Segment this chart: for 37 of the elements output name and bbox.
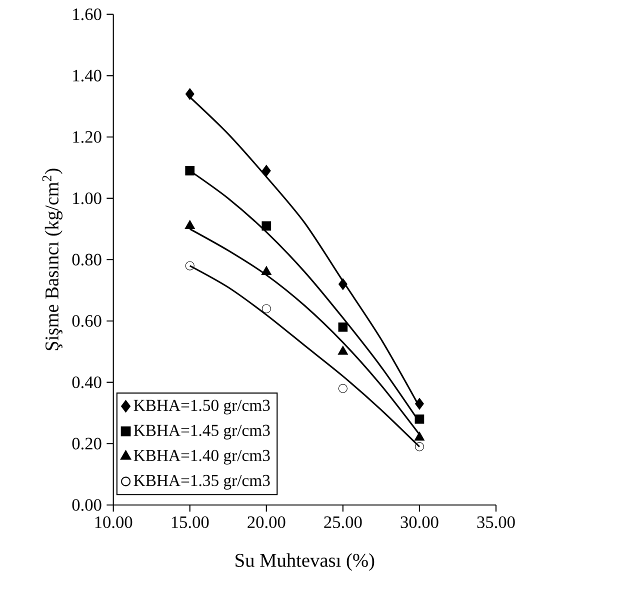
x-tick-label: 20.00 xyxy=(248,516,286,528)
x-tick-label: 10.00 xyxy=(95,516,132,528)
point xyxy=(414,442,424,452)
point xyxy=(185,261,194,270)
x-tick-label: 30.00 xyxy=(400,516,438,528)
point xyxy=(338,384,348,393)
legend-label: KBHA=1.40 gr/cm3 xyxy=(134,450,270,465)
point xyxy=(184,220,195,229)
x-tick-label: 25.00 xyxy=(324,516,362,528)
point xyxy=(262,304,271,314)
point xyxy=(414,414,424,424)
point xyxy=(261,266,272,275)
point xyxy=(262,164,271,177)
y-tick-label: 1.00 xyxy=(73,192,102,204)
y-tick-label: 0.60 xyxy=(72,315,102,327)
legend-label: KBHA=1.50 gr/cm3 xyxy=(134,400,270,414)
y-axis-title: Şişme Basıncı (kg/cm$^{2}$) xyxy=(42,168,62,350)
point xyxy=(338,322,348,332)
point xyxy=(338,346,348,355)
point xyxy=(338,278,348,290)
y-tick-label: 0.40 xyxy=(72,376,102,388)
y-tick-label: 0.80 xyxy=(72,254,102,266)
x-axis-title: Su Muhtevası (%) xyxy=(236,553,374,571)
y-tick-label: 0.20 xyxy=(72,438,102,450)
point xyxy=(262,221,272,231)
y-tick-label: 1.60 xyxy=(73,8,102,20)
point xyxy=(185,166,195,176)
point xyxy=(415,398,424,410)
y-tick-label: 1.20 xyxy=(73,131,102,143)
point xyxy=(414,432,425,441)
legend-label: KBHA=1.35 gr/cm3 xyxy=(134,474,270,490)
point xyxy=(185,88,194,100)
x-tick-label: 15.00 xyxy=(172,516,209,528)
y-tick-label: 0.00 xyxy=(72,499,102,511)
legend-label: KBHA=1.45 gr/cm3 xyxy=(134,424,270,440)
x-tick-label: 35.00 xyxy=(477,516,515,528)
y-tick-label: 1.40 xyxy=(73,70,102,82)
